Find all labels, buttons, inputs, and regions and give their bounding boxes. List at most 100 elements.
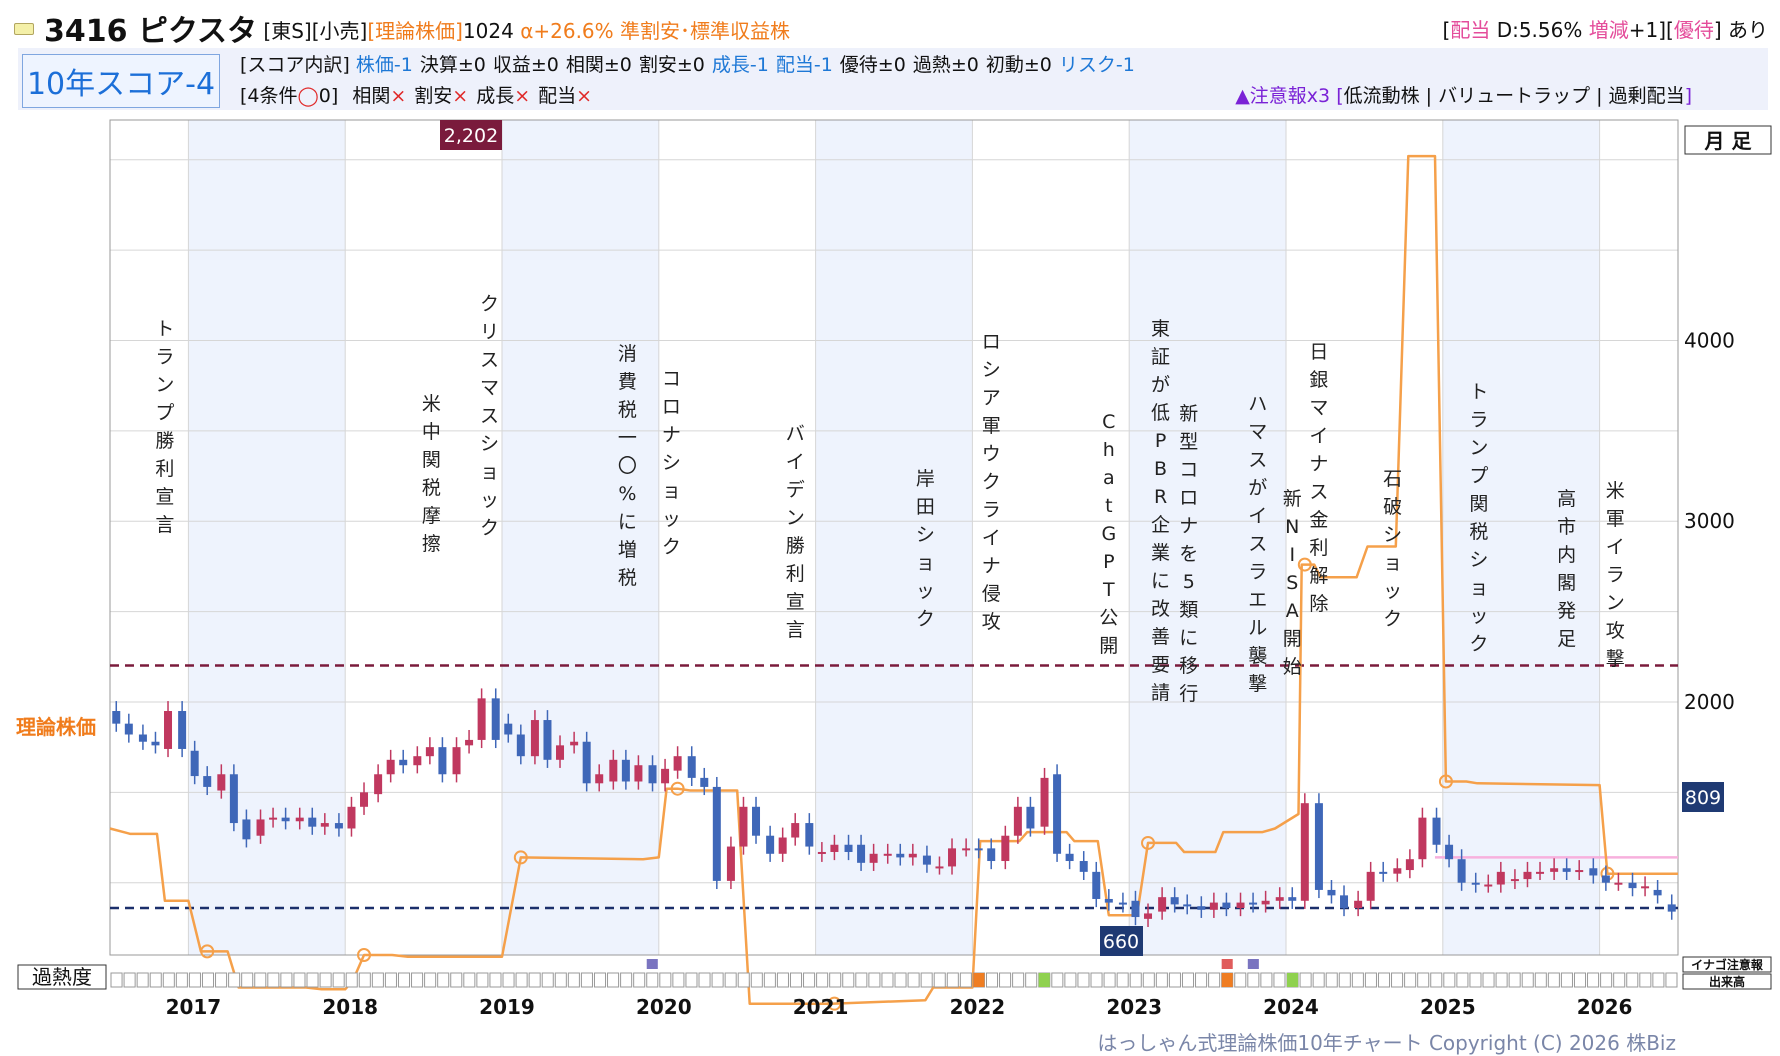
overheat-cell bbox=[1377, 972, 1391, 988]
score-item: 成長-1 bbox=[711, 54, 769, 76]
candle-body bbox=[1158, 897, 1167, 912]
event-char: ッ bbox=[662, 508, 681, 530]
candle-body bbox=[1183, 904, 1192, 907]
overheat-cell bbox=[1482, 972, 1495, 988]
overheat-cell bbox=[999, 972, 1012, 988]
candle-body bbox=[1641, 886, 1650, 889]
event-char: 襲 bbox=[1248, 645, 1267, 667]
candle-body bbox=[1104, 898, 1113, 903]
event-char: 公 bbox=[1099, 607, 1118, 629]
overheat-cell bbox=[659, 972, 672, 988]
candle-body bbox=[1026, 806, 1035, 829]
candle-body bbox=[805, 823, 814, 847]
event-char: 行 bbox=[1179, 683, 1198, 705]
event-char: 増 bbox=[618, 539, 637, 561]
overheat-cell bbox=[1639, 972, 1652, 988]
overheat-cell bbox=[1247, 972, 1260, 988]
event-char: を bbox=[1179, 543, 1198, 565]
score-panel bbox=[18, 48, 1768, 110]
overheat-cell bbox=[816, 972, 829, 988]
event-char: % bbox=[618, 483, 636, 505]
overheat-cell bbox=[946, 972, 959, 988]
candle-body bbox=[1601, 875, 1610, 883]
overheat-cell bbox=[228, 972, 241, 988]
candle-body bbox=[962, 848, 971, 851]
event-char: ョ bbox=[1469, 577, 1488, 599]
event-char: 関 bbox=[422, 449, 441, 471]
overheat-cell bbox=[149, 972, 162, 988]
event-char: ナ bbox=[1309, 453, 1328, 475]
memo-icon bbox=[14, 23, 34, 35]
candle-body bbox=[413, 756, 422, 766]
overheat-cell bbox=[280, 972, 293, 988]
theory-label: [理論株価] bbox=[367, 19, 463, 43]
event-char: 閣 bbox=[1557, 572, 1576, 594]
warning-detail: 低流動株 | バリュートラップ | 過剰配当 bbox=[1343, 85, 1685, 107]
overheat-cell bbox=[959, 972, 972, 988]
change-label: 増減 bbox=[1588, 18, 1629, 42]
overheat-cell bbox=[1430, 972, 1443, 988]
theory-marker bbox=[670, 781, 685, 796]
event-char: 税 bbox=[618, 567, 637, 589]
overheat-cell bbox=[711, 972, 724, 988]
candle-body bbox=[987, 848, 996, 862]
overheat-cell bbox=[1443, 972, 1456, 988]
overheat-cell bbox=[1142, 972, 1155, 988]
overheat-cell bbox=[254, 972, 267, 988]
event-char: ョ bbox=[662, 480, 681, 502]
candle-body bbox=[712, 786, 721, 881]
overheat-cell bbox=[424, 972, 437, 988]
candle-body bbox=[504, 723, 513, 735]
event-char: シ bbox=[480, 433, 499, 455]
overheat-cell bbox=[371, 972, 384, 988]
event-char: 始 bbox=[1283, 656, 1302, 678]
overheat-cell bbox=[110, 972, 123, 988]
candle-body bbox=[138, 734, 147, 742]
event-char: シ bbox=[662, 452, 681, 474]
overheat-cell bbox=[646, 972, 659, 988]
event-char: ア bbox=[982, 387, 1001, 409]
yutai-value: あり bbox=[1728, 18, 1768, 42]
header-title: 3416 ピクスタ [東S][小売][理論株価]1024 α+26.6% 準割安… bbox=[14, 6, 790, 50]
candle-body bbox=[1575, 870, 1584, 873]
score-item: 過熱±0 bbox=[912, 54, 979, 76]
candle-body bbox=[112, 711, 121, 724]
event-char: ト bbox=[155, 318, 174, 340]
overheat-cell bbox=[803, 972, 816, 988]
candle-body bbox=[374, 774, 383, 795]
condition-item: 配当× bbox=[538, 85, 593, 107]
overheat-cell bbox=[1168, 972, 1181, 988]
candle-body bbox=[452, 747, 461, 775]
candle-body bbox=[1261, 900, 1270, 905]
event-char: ク bbox=[1383, 608, 1402, 630]
overheat-cell bbox=[1051, 972, 1064, 988]
overheat-cell bbox=[1652, 972, 1665, 988]
event-char: 移 bbox=[1179, 655, 1198, 677]
candle-body bbox=[869, 853, 878, 863]
theory-marker bbox=[513, 850, 528, 865]
overheat-cell bbox=[1064, 972, 1077, 988]
event-char: h bbox=[1103, 439, 1115, 461]
event-char: が bbox=[1151, 374, 1170, 396]
event-char: 税 bbox=[422, 477, 441, 499]
overheat-cell bbox=[1613, 972, 1626, 988]
candle-body bbox=[334, 823, 343, 829]
event-char: ッ bbox=[1383, 580, 1402, 602]
overheat-cell bbox=[1665, 972, 1678, 988]
candle-body bbox=[1053, 774, 1062, 854]
overheat-cell bbox=[1181, 972, 1195, 988]
overheat-cell bbox=[894, 972, 907, 988]
overheat-cell bbox=[1260, 972, 1273, 988]
event-char: ラ bbox=[982, 499, 1001, 521]
y-tick-label: 4000 bbox=[1684, 328, 1735, 352]
candle-body bbox=[164, 711, 173, 749]
event-char: ス bbox=[1248, 449, 1267, 471]
theory-marker bbox=[1297, 557, 1312, 572]
overheat-cell bbox=[1077, 972, 1090, 988]
overheat-cell bbox=[737, 972, 750, 988]
candle-body bbox=[791, 823, 800, 838]
candle-body bbox=[935, 866, 944, 869]
overheat-cell bbox=[463, 972, 476, 988]
